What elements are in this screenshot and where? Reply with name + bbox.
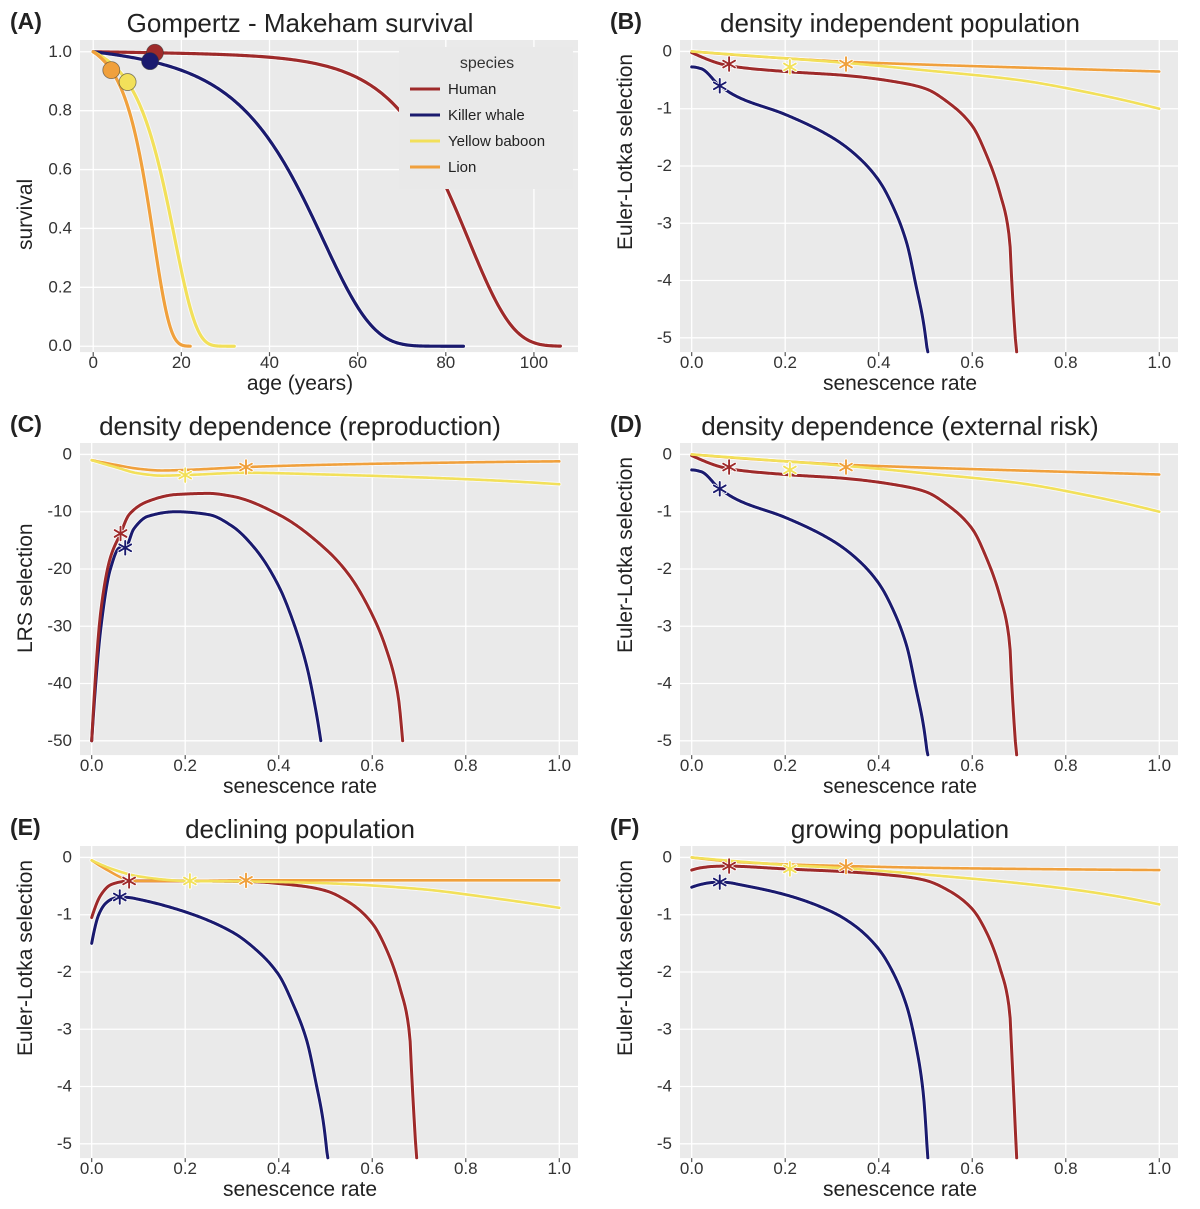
svg-text:0.6: 0.6 — [960, 756, 984, 775]
svg-text:1.0: 1.0 — [1147, 1159, 1171, 1178]
svg-text:0: 0 — [663, 41, 672, 60]
svg-text:-3: -3 — [657, 213, 672, 232]
svg-text:40: 40 — [260, 353, 279, 372]
svg-text:0.2: 0.2 — [773, 1159, 797, 1178]
svg-text:0.0: 0.0 — [48, 336, 72, 355]
svg-text:0.2: 0.2 — [773, 353, 797, 372]
svg-text:0.8: 0.8 — [454, 1159, 478, 1178]
svg-text:0.4: 0.4 — [48, 218, 72, 237]
svg-text:20: 20 — [172, 353, 191, 372]
svg-text:Killer whale: Killer whale — [448, 107, 525, 124]
svg-text:-20: -20 — [47, 559, 72, 578]
svg-text:-1: -1 — [657, 99, 672, 118]
svg-text:-4: -4 — [657, 674, 672, 693]
svg-text:0: 0 — [63, 444, 72, 463]
svg-text:-5: -5 — [657, 731, 672, 750]
svg-text:-10: -10 — [47, 502, 72, 521]
svg-text:0: 0 — [88, 353, 97, 372]
svg-text:-30: -30 — [47, 616, 72, 635]
svg-text:0.2: 0.2 — [48, 277, 72, 296]
svg-text:-3: -3 — [57, 1019, 72, 1038]
svg-text:-1: -1 — [657, 905, 672, 924]
svg-text:Human: Human — [448, 81, 496, 98]
svg-text:0.2: 0.2 — [173, 756, 197, 775]
svg-text:0: 0 — [663, 444, 672, 463]
svg-text:-2: -2 — [657, 962, 672, 981]
svg-text:0.0: 0.0 — [80, 1159, 104, 1178]
svg-text:0.4: 0.4 — [867, 756, 891, 775]
svg-text:100: 100 — [520, 353, 548, 372]
svg-text:1.0: 1.0 — [1147, 353, 1171, 372]
svg-text:-5: -5 — [657, 328, 672, 347]
svg-text:0.4: 0.4 — [867, 1159, 891, 1178]
svg-text:-3: -3 — [657, 616, 672, 635]
svg-text:Yellow baboon: Yellow baboon — [448, 133, 545, 150]
svg-text:0.0: 0.0 — [680, 353, 704, 372]
svg-text:0.0: 0.0 — [680, 1159, 704, 1178]
svg-text:0.6: 0.6 — [360, 756, 384, 775]
svg-text:-2: -2 — [657, 156, 672, 175]
svg-text:-4: -4 — [657, 271, 672, 290]
svg-text:0.4: 0.4 — [267, 756, 291, 775]
svg-text:60: 60 — [348, 353, 367, 372]
svg-text:species: species — [460, 55, 514, 72]
svg-text:0.0: 0.0 — [680, 756, 704, 775]
svg-text:-1: -1 — [657, 502, 672, 521]
svg-text:0: 0 — [663, 847, 672, 866]
svg-text:0.6: 0.6 — [960, 1159, 984, 1178]
svg-text:-1: -1 — [57, 905, 72, 924]
svg-text:-2: -2 — [57, 962, 72, 981]
svg-text:0.6: 0.6 — [48, 160, 72, 179]
svg-text:0.8: 0.8 — [1054, 756, 1078, 775]
svg-text:0.6: 0.6 — [960, 353, 984, 372]
svg-text:0.8: 0.8 — [454, 756, 478, 775]
svg-text:-2: -2 — [657, 559, 672, 578]
svg-text:0: 0 — [63, 847, 72, 866]
svg-text:0.0: 0.0 — [80, 756, 104, 775]
svg-text:-5: -5 — [657, 1134, 672, 1153]
svg-text:-4: -4 — [57, 1077, 72, 1096]
svg-text:0.8: 0.8 — [48, 101, 72, 120]
svg-text:0.2: 0.2 — [773, 756, 797, 775]
svg-text:0.8: 0.8 — [1054, 1159, 1078, 1178]
svg-text:0.8: 0.8 — [1054, 353, 1078, 372]
svg-text:1.0: 1.0 — [1147, 756, 1171, 775]
svg-text:-4: -4 — [657, 1077, 672, 1096]
svg-text:Lion: Lion — [448, 159, 476, 176]
svg-text:1.0: 1.0 — [48, 42, 72, 61]
svg-text:80: 80 — [436, 353, 455, 372]
svg-text:0.4: 0.4 — [267, 1159, 291, 1178]
svg-text:-40: -40 — [47, 674, 72, 693]
svg-text:-50: -50 — [47, 731, 72, 750]
svg-text:-5: -5 — [57, 1134, 72, 1153]
svg-text:1.0: 1.0 — [547, 1159, 571, 1178]
svg-text:0.4: 0.4 — [867, 353, 891, 372]
svg-text:0.2: 0.2 — [173, 1159, 197, 1178]
svg-text:1.0: 1.0 — [547, 756, 571, 775]
svg-text:-3: -3 — [657, 1019, 672, 1038]
svg-text:0.6: 0.6 — [360, 1159, 384, 1178]
